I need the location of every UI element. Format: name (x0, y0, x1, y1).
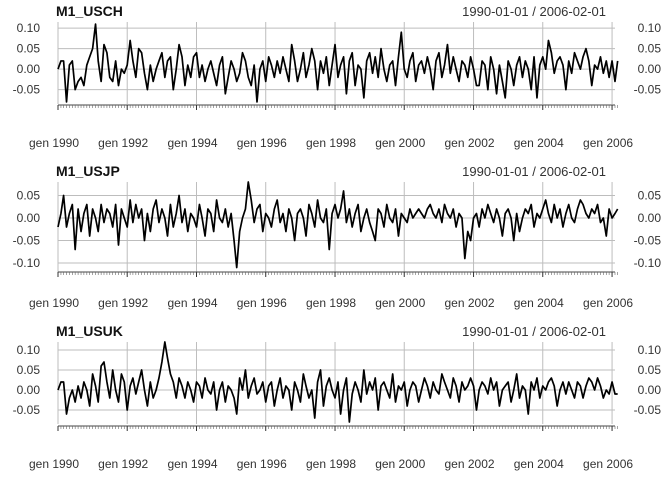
x-tick-label: gen 1996 (237, 296, 287, 310)
series-line (57, 181, 619, 269)
y-tick-label-right: 0.00 (638, 62, 662, 76)
y-tick-label-left: 0.00 (17, 383, 41, 397)
y-tick-label-right: 0.10 (638, 343, 662, 357)
x-tick-label: gen 2000 (375, 457, 425, 471)
x-tick-label: gen 2000 (375, 296, 425, 310)
y-tick-label-left: 0.00 (17, 211, 41, 225)
y-tick-label-right: -0.10 (634, 256, 662, 270)
y-tick-label-right: 0.00 (638, 211, 662, 225)
date-range-label: 1990-01-01 / 2006-02-01 (462, 324, 606, 339)
chart-panel: -0.05 -0.05 0.00 0.00 0.05 0.05 0.10 0.10 gen 19… (13, 323, 662, 471)
x-tick-label: gen 1992 (98, 296, 148, 310)
x-tick-label: gen 1990 (29, 457, 79, 471)
x-tick-label: gen 2006 (583, 136, 633, 150)
x-tick-label: gen 2004 (514, 457, 564, 471)
x-tick-label: gen 2004 (514, 136, 564, 150)
y-tick-label-left: 0.10 (17, 343, 41, 357)
chart-panel: -0.05 -0.05 0.00 0.00 0.05 0.05 0.10 0.10 gen 19… (13, 3, 662, 150)
y-tick-label-left: -0.05 (13, 234, 41, 248)
x-tick-label: gen 2000 (375, 136, 425, 150)
y-tick-label-left: 0.05 (17, 189, 41, 203)
x-tick-label: gen 1996 (237, 457, 287, 471)
x-tick-label: gen 1990 (29, 136, 79, 150)
series-line (57, 341, 618, 423)
x-tick-label: gen 1992 (98, 136, 148, 150)
y-tick-label-right: -0.05 (634, 83, 662, 97)
x-tick-label: gen 1998 (306, 296, 356, 310)
x-tick-label: gen 1990 (29, 296, 79, 310)
x-tick-label: gen 1998 (306, 136, 356, 150)
series-line (57, 23, 619, 103)
y-tick-label-right: -0.05 (634, 403, 662, 417)
date-range-label: 1990-01-01 / 2006-02-01 (462, 4, 606, 19)
x-tick-label: gen 1992 (98, 457, 148, 471)
x-tick-label: gen 2002 (445, 136, 495, 150)
x-tick-label: gen 1994 (167, 296, 217, 310)
y-tick-label-left: 0.05 (17, 42, 41, 56)
y-tick-label-right: 0.00 (638, 383, 662, 397)
x-tick-label: gen 2004 (514, 296, 564, 310)
y-tick-label-left: -0.10 (13, 256, 41, 270)
y-tick-label-left: -0.05 (13, 83, 41, 97)
x-tick-label: gen 1998 (306, 457, 356, 471)
x-tick-label: gen 1996 (237, 136, 287, 150)
y-tick-label-right: 0.10 (638, 21, 662, 35)
y-tick-label-left: 0.00 (17, 62, 41, 76)
y-tick-label-right: 0.05 (638, 189, 662, 203)
x-tick-label: gen 2002 (445, 296, 495, 310)
chart-title: M1_USUK (56, 323, 123, 339)
x-tick-label: gen 2006 (583, 457, 633, 471)
chart-title: M1_USCH (56, 3, 123, 19)
y-tick-label-right: -0.05 (634, 234, 662, 248)
y-tick-label-left: 0.10 (17, 21, 41, 35)
x-tick-label: gen 1994 (167, 136, 217, 150)
y-tick-label-right: 0.05 (638, 42, 662, 56)
chart-title: M1_USJP (56, 163, 120, 179)
y-tick-label-left: 0.05 (17, 363, 41, 377)
x-tick-label: gen 2002 (445, 457, 495, 471)
y-tick-label-right: 0.05 (638, 363, 662, 377)
chart-panel: -0.10 -0.10 -0.05 -0.05 0.00 0.00 0.05 0.05 gen … (13, 163, 662, 310)
date-range-label: 1990-01-01 / 2006-02-01 (462, 164, 606, 179)
x-tick-label: gen 2006 (583, 296, 633, 310)
x-tick-label: gen 1994 (167, 457, 217, 471)
y-tick-label-left: -0.05 (13, 403, 41, 417)
